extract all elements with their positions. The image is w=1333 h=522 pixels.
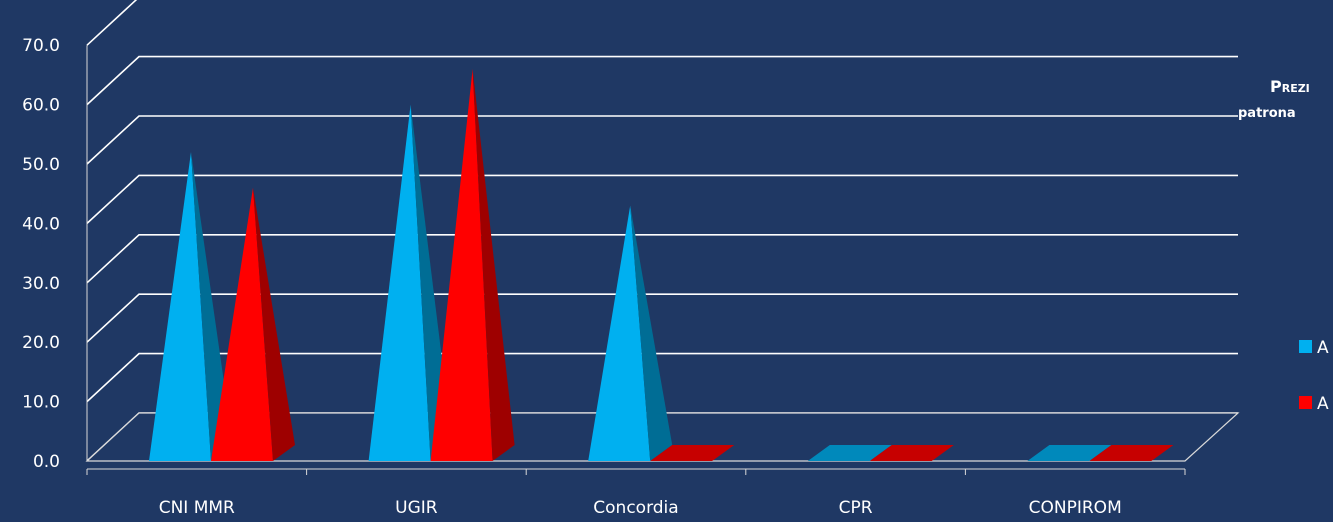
gridline xyxy=(86,115,1238,165)
legend-label: A xyxy=(1317,394,1329,414)
x-tick-label: CPR xyxy=(839,498,873,518)
bar-base xyxy=(1027,445,1112,461)
chart-title: Prezi patrona xyxy=(1238,77,1310,121)
bar-face-front xyxy=(588,205,651,461)
legend-swatch xyxy=(1299,396,1312,409)
bar-1-0 xyxy=(211,187,295,461)
bar-base xyxy=(807,445,892,461)
bar-face-front xyxy=(149,152,211,461)
chart-title-line-1: Prezi xyxy=(1270,77,1310,96)
axis-layer: 0.0 10.0 20.0 30.0 40.0 50.0 60.0 70.0 CNI MMR UG… xyxy=(22,36,1186,518)
y-tick-label: 40.0 xyxy=(22,214,60,234)
bar-0-4 xyxy=(1027,445,1112,461)
y-tick-label: 0.0 xyxy=(33,452,60,472)
bar-0-2 xyxy=(588,205,673,461)
gridline xyxy=(86,174,1238,224)
bar-1-2 xyxy=(650,445,735,461)
gridline xyxy=(86,234,1238,284)
bar-face-side xyxy=(472,68,515,462)
bar-face-front xyxy=(430,68,493,462)
y-tick-label: 50.0 xyxy=(22,155,60,175)
y-tick-label: 20.0 xyxy=(22,333,60,353)
y-tick-label: 30.0 xyxy=(22,274,60,294)
legend-swatch xyxy=(1299,340,1312,353)
y-tick-label: 70.0 xyxy=(22,36,60,56)
bars-layer xyxy=(149,68,1174,462)
bar-face-front xyxy=(368,104,431,461)
bar-face-side xyxy=(253,187,295,461)
x-tick-label: CNI MMR xyxy=(159,498,235,518)
bar-face-side xyxy=(630,205,673,461)
legend-label: A xyxy=(1317,338,1329,358)
bar-base xyxy=(869,445,954,461)
x-tick-label: CONPIROM xyxy=(1029,498,1122,518)
bar-face-side xyxy=(191,152,233,461)
bar-base xyxy=(650,445,735,461)
gridline xyxy=(86,0,138,46)
gridline xyxy=(86,352,1238,403)
y-tick-label: 60.0 xyxy=(22,96,60,116)
legend: AA xyxy=(1299,338,1329,414)
x-tick-label: UGIR xyxy=(395,498,438,518)
bar-base xyxy=(1089,445,1174,461)
gridline xyxy=(86,55,1238,106)
bar-0-3 xyxy=(807,445,892,461)
x-tick-label: Concordia xyxy=(593,498,678,518)
chart-title-line-2: patrona xyxy=(1238,106,1296,121)
bar-1-1 xyxy=(430,68,515,462)
bar-face-front xyxy=(211,187,273,461)
bar-1-3 xyxy=(869,445,954,461)
bar-1-4 xyxy=(1089,445,1174,461)
gridline xyxy=(86,293,1238,343)
y-tick-label: 10.0 xyxy=(22,393,60,413)
bar-0-0 xyxy=(149,152,233,461)
